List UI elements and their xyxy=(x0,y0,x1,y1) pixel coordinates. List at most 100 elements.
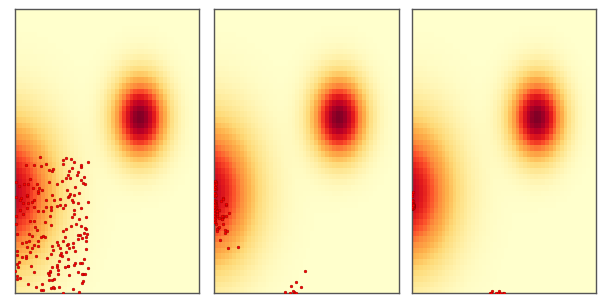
Point xyxy=(24,239,34,243)
Point xyxy=(224,210,234,215)
Point xyxy=(34,239,43,244)
Point xyxy=(408,206,417,210)
Point xyxy=(47,278,57,282)
Point xyxy=(407,203,417,208)
Point xyxy=(15,198,25,203)
Point xyxy=(27,233,37,238)
Point xyxy=(210,204,219,209)
Point xyxy=(210,204,220,209)
Point xyxy=(211,205,220,210)
Point xyxy=(210,192,219,196)
Point xyxy=(63,243,72,248)
Point xyxy=(82,231,92,236)
Point xyxy=(210,205,219,210)
Point xyxy=(407,205,417,210)
Point xyxy=(210,198,219,203)
Point xyxy=(211,179,220,184)
Point xyxy=(407,202,417,207)
Point xyxy=(407,205,417,210)
Point xyxy=(210,205,219,210)
Point xyxy=(210,203,219,208)
Point xyxy=(210,203,220,207)
Point xyxy=(408,205,417,210)
Point xyxy=(76,205,86,210)
Point xyxy=(62,176,71,181)
Point xyxy=(408,202,417,207)
Point xyxy=(211,202,220,207)
Point xyxy=(10,268,20,273)
Point xyxy=(76,162,86,167)
Point xyxy=(407,205,417,210)
Point xyxy=(408,202,418,207)
Point xyxy=(210,192,219,197)
Point xyxy=(210,193,219,198)
Point xyxy=(39,208,48,213)
Point xyxy=(210,202,220,206)
Point xyxy=(211,206,220,211)
Point xyxy=(211,205,220,210)
Point xyxy=(210,205,219,210)
Point xyxy=(210,203,219,208)
Point xyxy=(58,161,68,166)
Point xyxy=(45,269,54,274)
Point xyxy=(407,206,417,210)
Point xyxy=(55,246,65,251)
Point xyxy=(66,156,76,161)
Point xyxy=(210,203,219,208)
Point xyxy=(24,231,33,236)
Point xyxy=(25,250,34,255)
Point xyxy=(210,203,219,207)
Point xyxy=(63,264,72,268)
Point xyxy=(13,265,23,270)
Point xyxy=(408,205,418,210)
Point xyxy=(48,166,58,171)
Point xyxy=(210,204,219,209)
Point xyxy=(64,245,74,250)
Point xyxy=(21,256,31,260)
Point xyxy=(210,203,219,207)
Point xyxy=(407,199,417,204)
Point xyxy=(407,202,417,206)
Point xyxy=(407,202,417,207)
Point xyxy=(210,215,220,220)
Point xyxy=(210,205,220,210)
Point xyxy=(210,202,220,207)
Point xyxy=(41,205,51,210)
Point xyxy=(11,221,21,226)
Point xyxy=(210,214,219,219)
Point xyxy=(47,207,56,212)
Point xyxy=(48,285,58,289)
Point xyxy=(408,204,417,209)
Point xyxy=(211,205,220,210)
Point xyxy=(22,206,32,210)
Point xyxy=(15,275,25,280)
Point xyxy=(292,280,301,285)
Point xyxy=(71,184,80,189)
Point xyxy=(407,203,417,208)
Point xyxy=(407,205,417,210)
Point xyxy=(213,226,223,231)
Point xyxy=(210,205,220,210)
Point xyxy=(408,204,418,209)
Point xyxy=(63,257,73,261)
Point xyxy=(210,202,219,207)
Point xyxy=(408,203,417,208)
Point xyxy=(210,202,219,206)
Point xyxy=(74,169,83,174)
Point xyxy=(408,203,418,208)
Point xyxy=(408,202,417,207)
Point xyxy=(407,202,417,207)
Point xyxy=(499,290,509,295)
Point xyxy=(221,214,231,219)
Point xyxy=(65,176,75,181)
Point xyxy=(214,215,223,220)
Point xyxy=(210,209,219,214)
Point xyxy=(62,187,72,192)
Point xyxy=(408,203,418,208)
Point xyxy=(210,204,220,209)
Point xyxy=(407,204,417,209)
Point xyxy=(408,202,418,206)
Point xyxy=(60,203,69,208)
Point xyxy=(408,205,417,210)
Point xyxy=(21,163,31,168)
